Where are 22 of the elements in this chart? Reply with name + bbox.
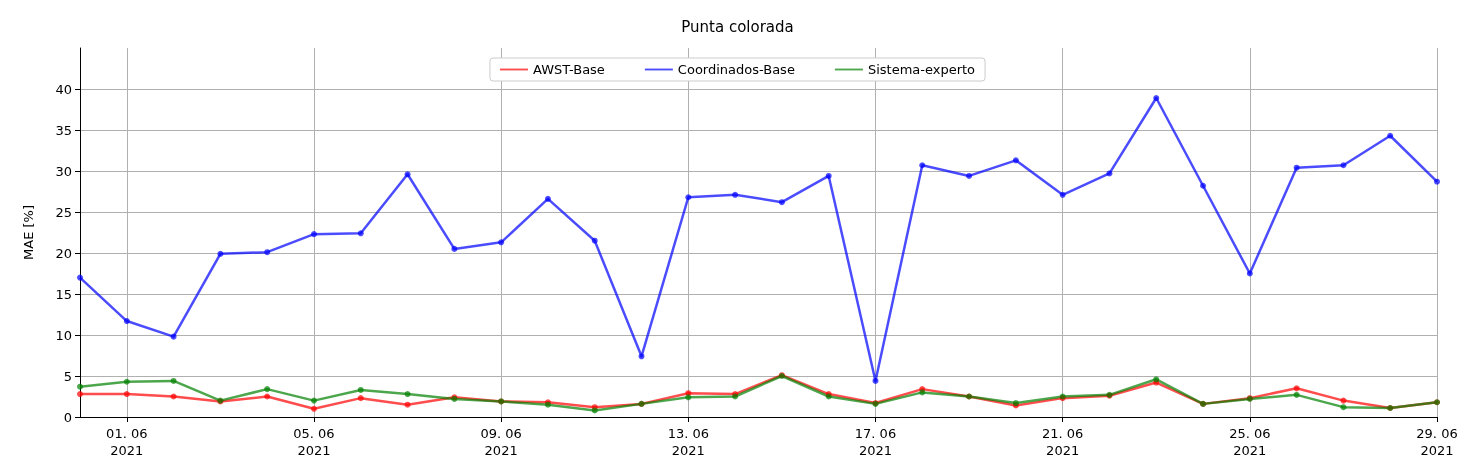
x-tick-label: 09. 06 2021 bbox=[480, 426, 522, 458]
x-tick-label: 13. 06 2021 bbox=[667, 426, 709, 458]
y-tick-label: 35 bbox=[55, 122, 72, 138]
y-tick-label: 20 bbox=[55, 245, 72, 261]
legend-label: AWST-Base bbox=[532, 62, 605, 77]
y-tick-label: 40 bbox=[55, 81, 72, 97]
x-tick-label: 01. 06 2021 bbox=[106, 426, 148, 458]
y-tick-label: 10 bbox=[55, 327, 72, 343]
y-tick-label: 0 bbox=[63, 409, 72, 425]
legend-label: Sistema-experto bbox=[867, 62, 976, 77]
x-tick-label: 17. 06 2021 bbox=[854, 426, 897, 458]
y-tick-label: 15 bbox=[55, 286, 72, 302]
x-tick-label: 05. 06 2021 bbox=[293, 426, 335, 458]
x-tick-label: 29. 06 2021 bbox=[1416, 426, 1458, 458]
x-tick-label: 21. 06 2021 bbox=[1041, 426, 1084, 458]
chart-title: Punta colorada bbox=[681, 17, 794, 36]
y-tick-label: 30 bbox=[55, 163, 72, 179]
y-tick-label: 5 bbox=[63, 368, 72, 384]
y-tick-label: 25 bbox=[55, 204, 72, 220]
legend-label: Coordinados-Base bbox=[677, 62, 795, 77]
x-tick-label: 25. 06 2021 bbox=[1229, 426, 1271, 458]
y-axis-title: MAE [%] bbox=[21, 205, 36, 260]
